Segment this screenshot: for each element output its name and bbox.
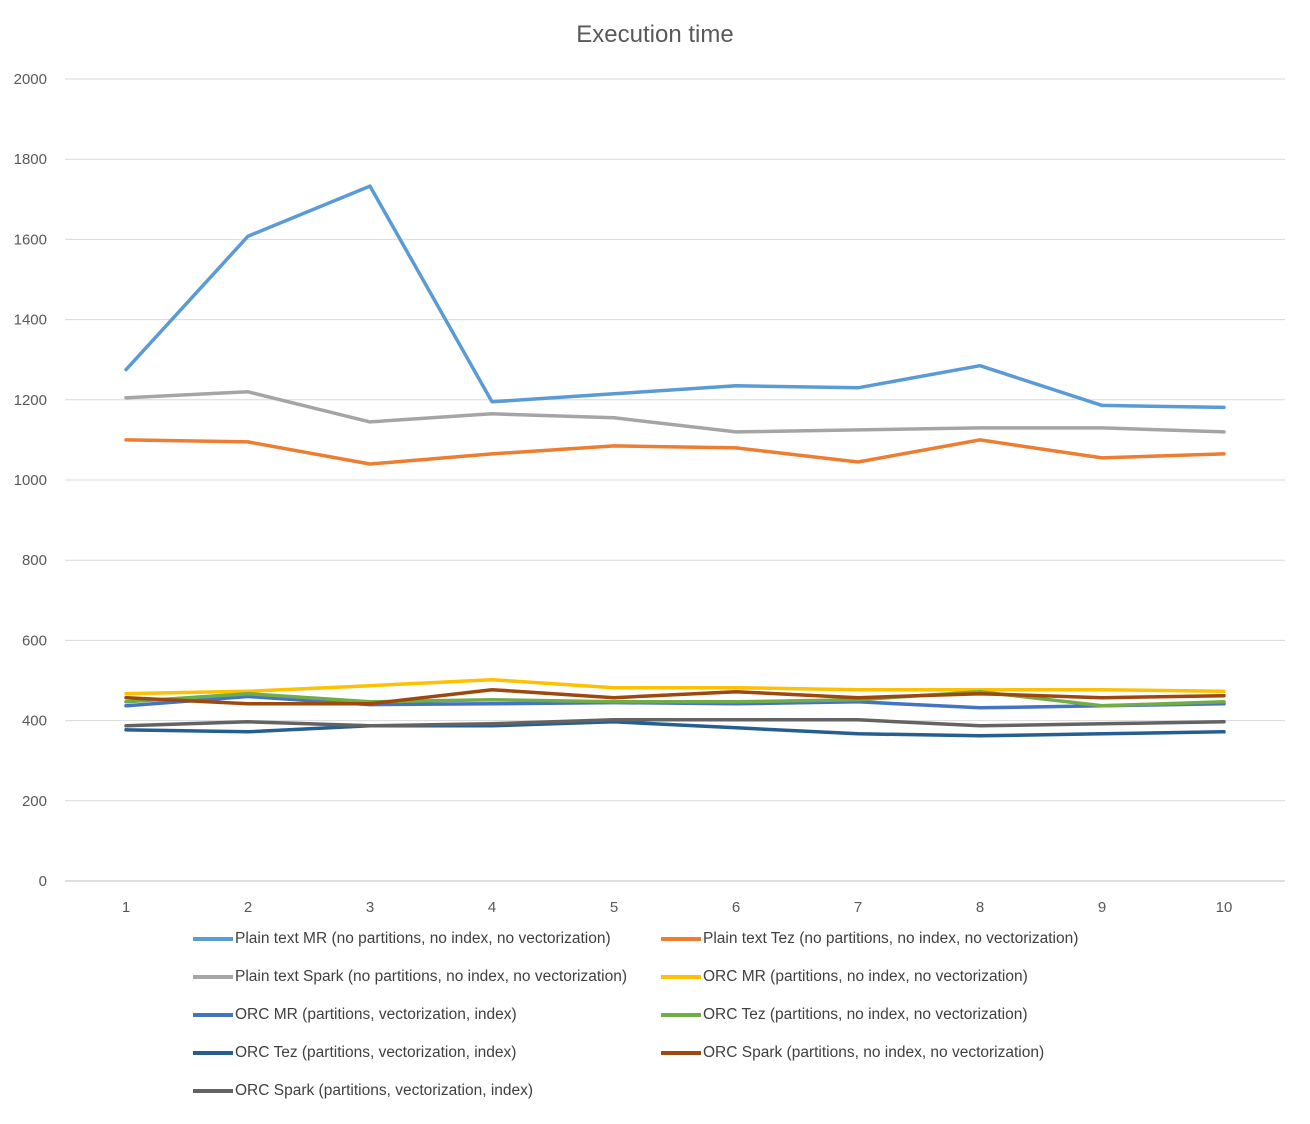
legend-swatch (193, 1051, 233, 1055)
legend-item: ORC Spark (partitions, vectorization, in… (193, 1082, 533, 1100)
series-line-1 (124, 184, 1226, 410)
legend-item: Plain text MR (no partitions, no index, … (193, 930, 611, 948)
legend-swatch (661, 1013, 701, 1017)
y-tick-label: 1600 (14, 231, 47, 248)
legend-item: ORC MR (partitions, vectorization, index… (193, 1006, 517, 1024)
y-tick-label: 1800 (14, 151, 47, 168)
legend-swatch (193, 975, 233, 979)
legend-label: ORC Tez (partitions, no index, no vector… (703, 1006, 1028, 1023)
x-tick-label: 5 (610, 899, 618, 916)
legend-label: Plain text MR (no partitions, no index, … (235, 930, 611, 947)
y-tick-label: 2000 (14, 71, 47, 88)
legend-swatch (193, 937, 233, 941)
legend-label: ORC MR (partitions, no index, no vectori… (703, 968, 1028, 985)
gridlines (65, 78, 1285, 882)
x-axis-ticks: 1 2 3 4 5 6 7 8 9 10 (122, 899, 1233, 916)
legend-label: Plain text Tez (no partitions, no index,… (703, 930, 1079, 947)
legend-label: ORC Tez (partitions, vectorization, inde… (235, 1044, 517, 1061)
legend-label: ORC Spark (partitions, no index, no vect… (703, 1044, 1045, 1061)
x-tick-label: 9 (1098, 899, 1106, 916)
legend-item: Plain text Tez (no partitions, no index,… (661, 930, 1078, 948)
y-tick-label: 0 (39, 873, 47, 890)
y-tick-label: 200 (22, 793, 47, 810)
series-line-3 (124, 390, 1226, 434)
x-tick-label: 7 (854, 899, 862, 916)
legend-swatch (661, 937, 701, 941)
y-axis-ticks: 0 200 400 600 800 1000 1200 1400 1600 1800 2000 (14, 71, 47, 890)
legend-label: ORC Spark (partitions, vectorization, in… (235, 1082, 534, 1099)
series-lines (124, 184, 1226, 738)
x-tick-label: 6 (732, 899, 740, 916)
legend-item: ORC Spark (partitions, no index, no vect… (661, 1044, 1044, 1062)
legend-swatch (193, 1089, 233, 1093)
x-tick-label: 10 (1216, 899, 1233, 916)
x-tick-label: 8 (976, 899, 984, 916)
series-line-4 (124, 677, 1226, 696)
legend-label: Plain text Spark (no partitions, no inde… (235, 968, 628, 985)
legend-item: ORC Tez (partitions, vectorization, inde… (193, 1044, 516, 1062)
y-tick-label: 1400 (14, 312, 47, 329)
series-line-7 (124, 720, 1226, 738)
legend-swatch (661, 975, 701, 979)
y-tick-label: 1000 (14, 472, 47, 489)
x-tick-label: 2 (244, 899, 252, 916)
series-line-9 (124, 718, 1226, 728)
legend-swatch (661, 1051, 701, 1055)
x-tick-label: 4 (488, 899, 496, 916)
y-tick-label: 1200 (14, 392, 47, 409)
series-line-6 (124, 689, 1226, 708)
legend-item: ORC Tez (partitions, no index, no vector… (661, 1006, 1028, 1024)
y-tick-label: 400 (22, 713, 47, 730)
x-tick-label: 1 (122, 899, 130, 916)
y-tick-label: 600 (22, 632, 47, 649)
legend-swatch (193, 1013, 233, 1017)
x-tick-label: 3 (366, 899, 374, 916)
chart-title: Execution time (576, 21, 733, 48)
legend-label: ORC MR (partitions, vectorization, index… (235, 1006, 517, 1023)
y-tick-label: 800 (22, 552, 47, 569)
legend-item: ORC MR (partitions, no index, no vectori… (661, 968, 1028, 986)
series-line-8 (124, 687, 1226, 706)
legend-item: Plain text Spark (no partitions, no inde… (193, 968, 627, 986)
series-line-2 (124, 438, 1226, 466)
